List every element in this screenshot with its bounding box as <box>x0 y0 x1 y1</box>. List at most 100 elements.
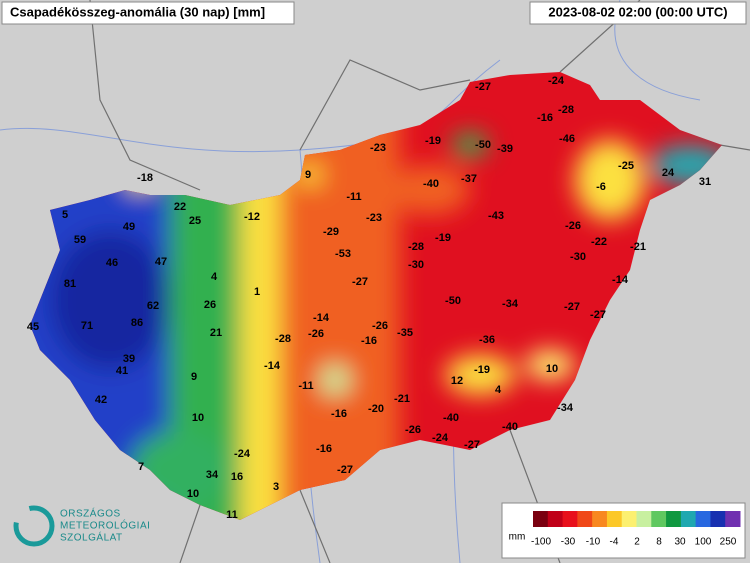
station-value: -14 <box>612 274 629 286</box>
station-value: 62 <box>147 300 159 312</box>
legend-label: 250 <box>720 537 737 548</box>
station-value: 86 <box>131 317 143 329</box>
station-value: -18 <box>137 172 153 184</box>
station-value: -25 <box>618 160 634 172</box>
station-value: -23 <box>366 212 382 224</box>
station-value: -27 <box>464 439 480 451</box>
legend-swatch <box>592 511 608 527</box>
legend-swatch <box>680 511 697 527</box>
station-value: -26 <box>405 424 421 436</box>
station-value: 59 <box>74 234 86 246</box>
station-value: -11 <box>346 191 361 203</box>
station-value: -21 <box>630 241 646 253</box>
station-value: 49 <box>123 221 135 233</box>
station-value: -28 <box>408 241 424 253</box>
station-value: -16 <box>331 408 347 420</box>
station-value: -36 <box>479 334 495 346</box>
station-value: 3 <box>273 481 279 493</box>
station-value: -30 <box>570 251 586 263</box>
station-value: -16 <box>316 443 332 455</box>
legend-swatch <box>621 511 637 527</box>
station-value: 42 <box>95 394 107 406</box>
station-value: -26 <box>308 328 324 340</box>
legend-label: -30 <box>561 537 576 548</box>
station-value: 41 <box>116 365 128 377</box>
legend-swatch <box>636 511 652 527</box>
station-value: 71 <box>81 320 93 332</box>
station-value: -37 <box>461 173 477 185</box>
station-value: -11 <box>298 380 313 392</box>
station-value: 11 <box>226 509 238 521</box>
station-value: -27 <box>352 276 368 288</box>
logo: ORSZÁGOS METEOROLÓGIAI SZOLGÁLAT <box>13 505 150 547</box>
station-value: -34 <box>502 298 519 310</box>
station-value: -40 <box>443 412 459 424</box>
station-value: -50 <box>445 295 461 307</box>
station-value: -30 <box>408 259 424 271</box>
station-value: -14 <box>313 312 330 324</box>
station-value: -14 <box>264 360 281 372</box>
legend-swatch <box>651 511 667 527</box>
station-value: -24 <box>234 448 251 460</box>
station-value: -46 <box>559 133 575 145</box>
station-value: 24 <box>662 167 675 179</box>
station-value: -27 <box>590 309 606 321</box>
station-value: -27 <box>337 464 353 476</box>
title-box <box>1 1 295 25</box>
station-value: -19 <box>435 232 451 244</box>
legend-swatch <box>666 511 682 527</box>
station-value: -26 <box>372 320 388 332</box>
map-title: Csapadékösszeg-anomália (30 nap) [mm] <box>10 4 265 19</box>
station-value: 10 <box>187 488 199 500</box>
station-value: -27 <box>475 81 491 93</box>
borders <box>89 0 750 563</box>
station-value: -29 <box>323 226 339 238</box>
legend: -100 -30 -10 -4 2 8 30 100 250 <box>531 511 741 548</box>
station-value: -43 <box>488 210 504 222</box>
station-value: 10 <box>192 412 204 424</box>
legend-swatch <box>606 511 623 527</box>
station-value: 16 <box>231 471 243 483</box>
legend-swatch <box>562 511 578 527</box>
station-value: -22 <box>591 236 607 248</box>
station-value: -53 <box>335 248 351 260</box>
station-value: -24 <box>548 75 565 87</box>
station-value: 1 <box>254 286 260 298</box>
station-value: -50 <box>475 139 491 151</box>
legend-swatch <box>547 511 564 527</box>
station-value: -26 <box>565 220 581 232</box>
stations: -27 -24 -28 -16 -19 -50 -39 -46 -23 -25 9 -18 -40 -37… <box>27 75 711 521</box>
station-value: 39 <box>123 353 135 365</box>
station-value: 46 <box>106 257 118 269</box>
station-value: -21 <box>394 393 410 405</box>
legend-swatch <box>710 511 726 527</box>
station-value: -12 <box>244 211 260 223</box>
legend-label: -4 <box>610 537 619 548</box>
station-value: 21 <box>210 327 222 339</box>
station-value: 31 <box>699 176 711 188</box>
station-value: 81 <box>64 278 76 290</box>
timestamp: 2023-08-02 02:00 (00:00 UTC) <box>548 4 727 19</box>
station-value: -27 <box>564 301 580 313</box>
station-value: -6 <box>596 181 606 193</box>
station-value: -35 <box>397 327 413 339</box>
station-value: 9 <box>305 169 311 181</box>
station-value: 5 <box>62 209 68 221</box>
legend-label: 100 <box>695 537 712 548</box>
station-value: 4 <box>495 384 502 396</box>
station-value: -20 <box>368 403 384 415</box>
legend-swatch <box>533 511 549 527</box>
logo-text: METEOROLÓGIAI <box>60 519 150 532</box>
station-value: 4 <box>211 271 218 283</box>
legend-swatch <box>577 511 593 527</box>
station-value: 22 <box>174 201 186 213</box>
station-value: 34 <box>206 469 219 481</box>
legend-swatch <box>695 511 711 527</box>
station-value: 25 <box>189 215 201 227</box>
logo-text: ORSZÁGOS <box>60 507 121 520</box>
station-value: -28 <box>558 104 574 116</box>
timestamp-box <box>529 1 747 25</box>
station-value: 12 <box>451 375 463 387</box>
station-value: 9 <box>191 371 197 383</box>
